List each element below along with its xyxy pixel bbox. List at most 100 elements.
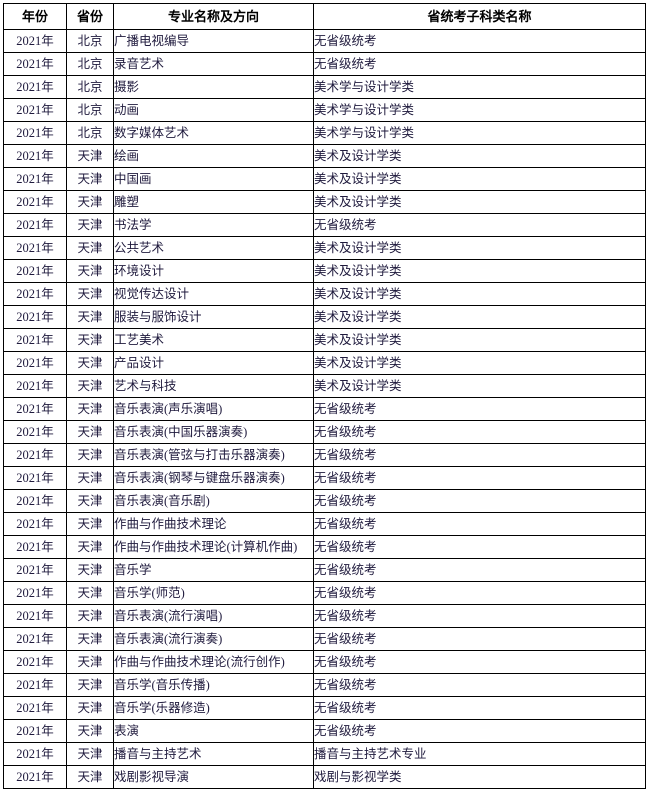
table-cell-subject: 美术及设计学类: [313, 236, 646, 260]
table-cell-province: 天津: [66, 466, 114, 490]
table-cell-major: 视觉传达设计: [113, 282, 314, 306]
table-cell-subject: 无省级统考: [313, 466, 646, 490]
table-row: 2021年 天津 音乐学(师范) 无省级统考: [3, 581, 646, 605]
table-cell-province: 天津: [66, 374, 114, 398]
table-row: 2021年 天津 雕塑 美术及设计学类: [3, 190, 646, 214]
table-cell-year: 2021年: [3, 213, 67, 237]
table-cell-subject: 无省级统考: [313, 213, 646, 237]
table-cell-year: 2021年: [3, 328, 67, 352]
table-row: 2021年 天津 音乐表演(中国乐器演奏) 无省级统考: [3, 420, 646, 444]
table-cell-subject: 美术及设计学类: [313, 328, 646, 352]
table-cell-province: 天津: [66, 535, 114, 559]
table-cell-subject: 无省级统考: [313, 696, 646, 720]
table-row: 2021年 天津 音乐表演(管弦与打击乐器演奏) 无省级统考: [3, 443, 646, 467]
table-cell-province: 天津: [66, 673, 114, 697]
table-cell-subject: 美术学与设计学类: [313, 98, 646, 122]
table-cell-major: 公共艺术: [113, 236, 314, 260]
table-cell-subject: 美术及设计学类: [313, 144, 646, 168]
table-cell-major: 作曲与作曲技术理论: [113, 512, 314, 536]
table-cell-major: 作曲与作曲技术理论(计算机作曲): [113, 535, 314, 559]
table-cell-major: 音乐表演(流行演奏): [113, 627, 314, 651]
table-cell-major: 艺术与科技: [113, 374, 314, 398]
table-cell-province: 天津: [66, 397, 114, 421]
table-cell-year: 2021年: [3, 144, 67, 168]
table-cell-major: 中国画: [113, 167, 314, 191]
table-cell-major: 工艺美术: [113, 328, 314, 352]
table-row: 2021年 天津 作曲与作曲技术理论(计算机作曲) 无省级统考: [3, 535, 646, 559]
table-cell-province: 天津: [66, 627, 114, 651]
table-cell-province: 天津: [66, 765, 114, 789]
table-cell-province: 天津: [66, 351, 114, 375]
table-row: 2021年 天津 公共艺术 美术及设计学类: [3, 236, 646, 260]
table-cell-year: 2021年: [3, 52, 67, 76]
table-cell-major: 音乐表演(音乐剧): [113, 489, 314, 513]
table-cell-major: 音乐表演(声乐演唱): [113, 397, 314, 421]
table-cell-subject: 美术及设计学类: [313, 259, 646, 283]
table-cell-year: 2021年: [3, 742, 67, 766]
table-cell-year: 2021年: [3, 282, 67, 306]
table-cell-year: 2021年: [3, 696, 67, 720]
table-cell-year: 2021年: [3, 305, 67, 329]
table-row: 2021年 天津 视觉传达设计 美术及设计学类: [3, 282, 646, 306]
table-header-row: 年份 省份 专业名称及方向 省统考子科类名称: [3, 3, 646, 30]
table-cell-subject: 无省级统考: [313, 397, 646, 421]
table-cell-year: 2021年: [3, 558, 67, 582]
table-cell-subject: 无省级统考: [313, 627, 646, 651]
table-row: 2021年 天津 播音与主持艺术 播音与主持艺术专业: [3, 742, 646, 766]
table-row: 2021年 天津 工艺美术 美术及设计学类: [3, 328, 646, 352]
table-cell-year: 2021年: [3, 650, 67, 674]
table-row: 2021年 天津 书法学 无省级统考: [3, 213, 646, 237]
table-cell-subject: 美术及设计学类: [313, 305, 646, 329]
provincial-exam-subject-table: 年份 省份 专业名称及方向 省统考子科类名称 2021年 北京 广播电视编导 无省级统…: [3, 3, 646, 789]
table-cell-province: 北京: [66, 75, 114, 99]
table-cell-subject: 无省级统考: [313, 558, 646, 582]
table-cell-subject: 美术及设计学类: [313, 282, 646, 306]
table-row: 2021年 天津 绘画 美术及设计学类: [3, 144, 646, 168]
table-row: 2021年 天津 音乐表演(钢琴与键盘乐器演奏) 无省级统考: [3, 466, 646, 490]
table-cell-subject: 戏剧与影视学类: [313, 765, 646, 789]
table-cell-major: 表演: [113, 719, 314, 743]
table-row: 2021年 天津 音乐学(乐器修造) 无省级统考: [3, 696, 646, 720]
table-cell-province: 天津: [66, 236, 114, 260]
table-row: 2021年 天津 艺术与科技 美术及设计学类: [3, 374, 646, 398]
table-cell-year: 2021年: [3, 374, 67, 398]
table-cell-major: 音乐表演(中国乐器演奏): [113, 420, 314, 444]
table-cell-year: 2021年: [3, 29, 67, 53]
table-cell-major: 作曲与作曲技术理论(流行创作): [113, 650, 314, 674]
table-cell-major: 绘画: [113, 144, 314, 168]
table-cell-province: 北京: [66, 98, 114, 122]
table-cell-province: 天津: [66, 213, 114, 237]
table-cell-province: 北京: [66, 29, 114, 53]
table-row: 2021年 天津 环境设计 美术及设计学类: [3, 259, 646, 283]
table-cell-year: 2021年: [3, 512, 67, 536]
table-cell-province: 天津: [66, 328, 114, 352]
table-cell-province: 天津: [66, 696, 114, 720]
table-cell-major: 数字媒体艺术: [113, 121, 314, 145]
table-cell-subject: 无省级统考: [313, 650, 646, 674]
table-cell-province: 天津: [66, 167, 114, 191]
table-cell-province: 天津: [66, 512, 114, 536]
table-cell-major: 环境设计: [113, 259, 314, 283]
table-cell-province: 天津: [66, 190, 114, 214]
table-row: 2021年 天津 音乐表演(流行演唱) 无省级统考: [3, 604, 646, 628]
table-header: 年份 省份 专业名称及方向 省统考子科类名称: [3, 3, 646, 30]
table-cell-subject: 无省级统考: [313, 719, 646, 743]
table-cell-year: 2021年: [3, 627, 67, 651]
table-cell-subject: 无省级统考: [313, 581, 646, 605]
column-header-year: 年份: [3, 3, 67, 30]
table-cell-major: 戏剧影视导演: [113, 765, 314, 789]
table-cell-province: 北京: [66, 52, 114, 76]
table-cell-major: 书法学: [113, 213, 314, 237]
table-cell-year: 2021年: [3, 673, 67, 697]
table-cell-province: 天津: [66, 259, 114, 283]
table-cell-major: 音乐表演(管弦与打击乐器演奏): [113, 443, 314, 467]
table-cell-year: 2021年: [3, 259, 67, 283]
column-header-subject: 省统考子科类名称: [313, 3, 646, 30]
table-cell-major: 服装与服饰设计: [113, 305, 314, 329]
table-cell-major: 产品设计: [113, 351, 314, 375]
table-cell-major: 音乐学(乐器修造): [113, 696, 314, 720]
table-cell-subject: 无省级统考: [313, 512, 646, 536]
table-cell-year: 2021年: [3, 443, 67, 467]
table-cell-subject: 无省级统考: [313, 604, 646, 628]
